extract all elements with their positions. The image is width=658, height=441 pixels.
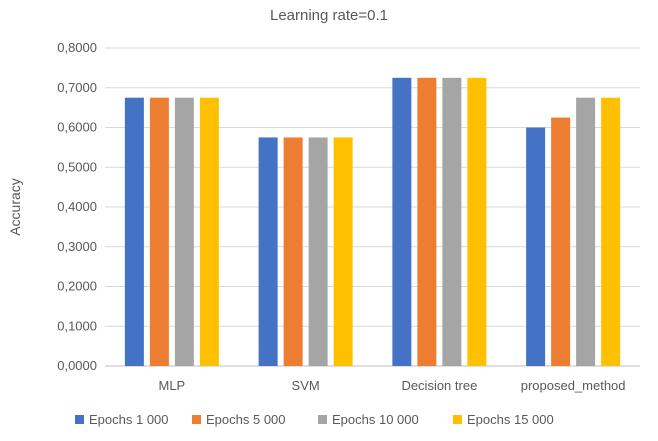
bar-2-0	[392, 77, 412, 366]
bar-0-3	[199, 97, 219, 366]
legend-swatch	[318, 415, 327, 424]
bar-1-1	[283, 137, 303, 366]
x-category-label: SVM	[292, 378, 320, 393]
bar-0-2	[174, 97, 194, 366]
y-tick-label: 0,1000	[57, 318, 97, 333]
y-tick-label: 0,3000	[57, 239, 97, 254]
bar-1-0	[258, 137, 278, 366]
bar-3-3	[601, 97, 621, 366]
bar-3-1	[551, 117, 571, 366]
x-category-label: Decision tree	[401, 378, 477, 393]
y-tick-label: 0,5000	[57, 159, 97, 174]
bar-1-2	[308, 137, 328, 366]
y-axis-label: Accuracy	[7, 178, 23, 236]
y-axis-ticks: 0,0000 0,1000 0,2000 0,3000 0,4000 0,5000 0,60…	[57, 40, 97, 373]
x-axis-categories: MLP SVM Decision tree proposed_method	[159, 378, 626, 393]
legend-label: Epochs 10 000	[332, 412, 419, 427]
bars	[124, 77, 621, 366]
bar-0-0	[124, 97, 144, 366]
y-tick-label: 0,4000	[57, 199, 97, 214]
y-tick-label: 0,0000	[57, 358, 97, 373]
y-tick-label: 0,6000	[57, 120, 97, 135]
legend-label: Epochs 15 000	[467, 412, 554, 427]
bar-2-1	[417, 77, 437, 366]
legend-swatch	[192, 415, 201, 424]
legend: Epochs 1 000 Epochs 5 000 Epochs 10 000 Epo…	[75, 412, 554, 427]
y-tick-label: 0,7000	[57, 80, 97, 95]
bar-2-3	[467, 77, 487, 366]
bar-2-2	[442, 77, 462, 366]
y-tick-label: 0,8000	[57, 40, 97, 55]
chart-title: Learning rate=0.1	[270, 7, 388, 24]
bar-1-3	[333, 137, 353, 366]
x-category-label: proposed_method	[521, 378, 626, 393]
y-tick-label: 0,2000	[57, 279, 97, 294]
legend-swatch	[75, 415, 84, 424]
bar-3-2	[576, 97, 596, 366]
bar-0-1	[149, 97, 169, 366]
legend-label: Epochs 1 000	[89, 412, 169, 427]
bar-3-0	[526, 127, 546, 366]
gridlines	[105, 47, 640, 367]
legend-swatch	[453, 415, 462, 424]
legend-label: Epochs 5 000	[206, 412, 286, 427]
x-category-label: MLP	[159, 378, 186, 393]
